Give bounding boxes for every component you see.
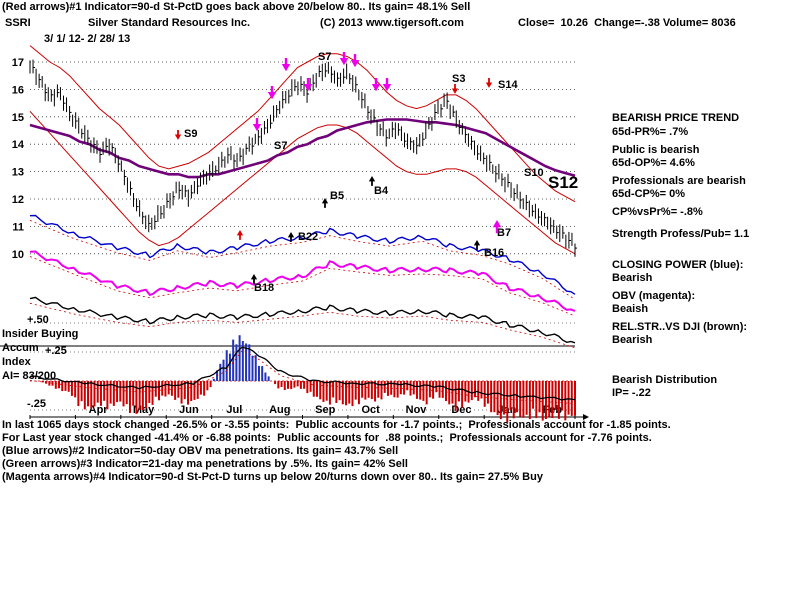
svg-text:Jun: Jun [179, 404, 199, 416]
ai-scale-p25: +.25 [45, 345, 67, 357]
svg-text:S7: S7 [318, 51, 331, 63]
svg-text:16: 16 [12, 84, 24, 96]
company-name: Silver Standard Resources Inc. [88, 17, 251, 29]
stats-last-year: For Last year stock changed -41.4% or -6… [2, 432, 652, 444]
svg-text:B18: B18 [254, 282, 274, 294]
relstr-title: REL.STR..VS DJI (brown): [612, 321, 748, 333]
obv-title: OBV (magenta): [612, 290, 696, 302]
svg-text:May: May [133, 404, 155, 416]
ip-value: IP= -.22 [612, 387, 651, 399]
svg-text:Jul: Jul [226, 404, 242, 416]
public-state: Public is bearish [612, 144, 700, 156]
index-label: Index [2, 356, 31, 368]
svg-text:S3: S3 [452, 73, 465, 85]
trend-title: BEARISH PRICE TREND [612, 112, 740, 124]
copyright-text: (C) 2013 www.tigersoft.com [320, 17, 464, 29]
cpvspr-value: CP%vsPr%= -.8% [612, 206, 703, 218]
svg-text:17: 17 [12, 57, 24, 69]
svg-text:14: 14 [12, 139, 25, 151]
svg-text:S14: S14 [498, 79, 518, 91]
svg-text:S7: S7 [274, 140, 287, 152]
stats-1065-days: In last 1065 days stock changed -26.5% o… [2, 419, 671, 431]
op-value: 65d-OP%= 4.6% [612, 157, 695, 169]
svg-text:15: 15 [12, 112, 24, 124]
indicator-3-line: (Green arrows)#3 Indicator=21-day ma pen… [2, 458, 408, 470]
svg-text:Nov: Nov [406, 404, 428, 416]
pr-value: 65d-PR%= .7% [612, 126, 689, 138]
date-range: 3/ 1/ 12- 2/ 28/ 13 [44, 33, 131, 45]
cp-value: 65d-CP%= 0% [612, 188, 686, 200]
svg-text:B4: B4 [374, 185, 389, 197]
indicator-1-line: (Red arrows)#1 Indicator=90-d St-PctD go… [2, 1, 471, 13]
svg-text:10: 10 [12, 249, 24, 261]
svg-text:B5: B5 [330, 190, 344, 202]
svg-text:B16: B16 [484, 247, 504, 259]
distribution-state: Bearish Distribution [612, 374, 718, 386]
indicator-2-line: (Blue arrows)#2 Indicator=50-day OBV ma … [2, 445, 399, 457]
svg-text:S10: S10 [524, 167, 544, 179]
obv-state: Beaish [612, 303, 649, 315]
svg-text:B22: B22 [298, 231, 318, 243]
svg-text:Aug: Aug [269, 404, 290, 416]
ai-value: AI= 83/200 [2, 370, 57, 382]
closing-power-title: CLOSING POWER (blue): [612, 259, 744, 271]
ai-scale-m25: -.25 [27, 398, 46, 410]
svg-text:S9: S9 [184, 128, 197, 140]
svg-text:11: 11 [12, 221, 24, 233]
ai-scale-p50: +.50 [27, 314, 49, 326]
svg-text:13: 13 [12, 167, 24, 179]
svg-text:12: 12 [12, 194, 24, 206]
svg-text:Oct: Oct [361, 404, 380, 416]
indicator-4-line: (Magenta arrows)#4 Indicator=90-d St-Pct… [2, 471, 543, 483]
professionals-state: Professionals are bearish [612, 175, 746, 187]
svg-text:Apr: Apr [89, 404, 109, 416]
closing-power-state: Bearish [612, 272, 653, 284]
quote-summary: Close= 10.26 Change=-.38 Volume= 8036 [518, 17, 736, 29]
svg-text:Sep: Sep [315, 404, 335, 416]
insider-buying-label: Insider Buying [2, 328, 79, 340]
accum-label: Accum [2, 342, 39, 354]
relstr-state: Bearish [612, 334, 653, 346]
strength-ratio: Strength Profess/Pub= 1.1 [612, 228, 750, 240]
svg-text:B7: B7 [497, 227, 511, 239]
svg-text:S12: S12 [548, 173, 578, 192]
ticker-symbol: SSRI [5, 17, 31, 29]
